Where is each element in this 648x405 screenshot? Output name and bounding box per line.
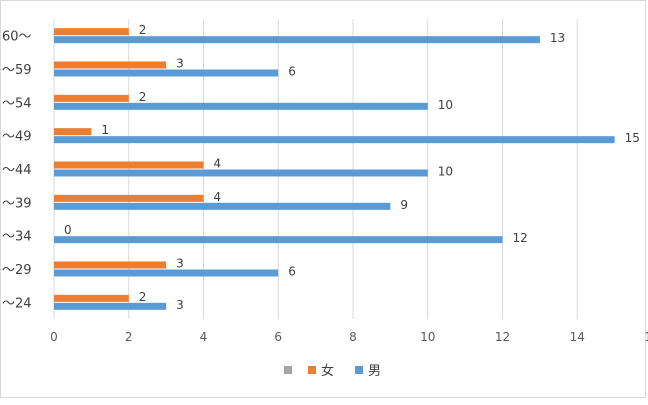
x-tick-label: 10 [420, 330, 435, 344]
data-label: 6 [288, 265, 296, 279]
bar-female [54, 28, 129, 36]
data-label: 3 [176, 57, 184, 71]
x-tick-label: 14 [570, 330, 585, 344]
x-tick-label: 2 [125, 330, 133, 344]
category-label: 〜49 [2, 130, 32, 145]
category-label: 〜39 [2, 196, 32, 211]
data-label: 0 [64, 223, 72, 237]
x-tick-label: 8 [349, 330, 357, 344]
x-tick-labels: 0 2 4 6 8 10 12 14 16 [50, 330, 648, 344]
data-label: 10 [438, 98, 453, 112]
category-label: 〜54 [2, 96, 32, 111]
x-tick-label: 6 [274, 330, 282, 344]
data-label: 2 [139, 290, 147, 304]
category-labels: 60〜〜59 〜54 〜49 〜44 〜39 〜34 〜29 〜24 [2, 30, 32, 312]
data-label: 3 [176, 298, 184, 312]
gridlines [53, 19, 578, 319]
bar-male [54, 302, 167, 310]
data-label: 12 [513, 231, 528, 245]
bar-male [54, 102, 428, 110]
bar-male [54, 69, 279, 77]
legend-label: 男 [368, 364, 381, 379]
data-label: 1 [101, 123, 109, 137]
bar-female [54, 128, 92, 136]
bar-female [54, 294, 129, 302]
x-tick-label: 12 [495, 330, 510, 344]
bar-male [54, 36, 540, 44]
bar-male [54, 269, 279, 277]
legend-swatch [355, 366, 363, 374]
legend-swatch [284, 366, 292, 374]
bar-male [54, 169, 428, 177]
bar-female [54, 94, 129, 102]
bar-female [54, 261, 167, 269]
legend: 女男 [284, 363, 381, 379]
bar-male [54, 202, 391, 210]
x-tick-label: 4 [200, 330, 208, 344]
data-label: 10 [438, 165, 453, 179]
category-label: 〜24 [2, 296, 32, 311]
data-label: 2 [139, 23, 147, 37]
data-labels: 2 13 3 6 2 10 1 15 4 10 4 9 0 12 3 6 2 3 [64, 23, 640, 312]
category-label: 〜59 [2, 63, 32, 78]
data-label: 4 [214, 190, 222, 204]
category-label: 〜34 [2, 230, 32, 245]
data-label: 15 [625, 131, 640, 145]
x-tick-label: 16 [644, 330, 648, 344]
category-label: 〜29 [2, 263, 32, 278]
bar-female [54, 161, 204, 169]
data-label: 4 [214, 157, 222, 171]
bar-male [54, 236, 503, 244]
x-tick-label: 0 [50, 330, 58, 344]
bar-female [54, 61, 167, 69]
data-label: 2 [139, 90, 147, 104]
data-label: 13 [550, 31, 565, 45]
bar-female [54, 194, 204, 202]
data-label: 3 [176, 257, 184, 271]
data-label: 9 [400, 198, 408, 212]
category-label: 60〜 [2, 30, 32, 45]
data-label: 6 [288, 65, 296, 79]
category-label: 〜44 [2, 163, 32, 178]
legend-label: 女 [321, 363, 334, 379]
bar-male [54, 136, 615, 144]
legend-swatch [308, 366, 316, 374]
bars [54, 28, 615, 310]
